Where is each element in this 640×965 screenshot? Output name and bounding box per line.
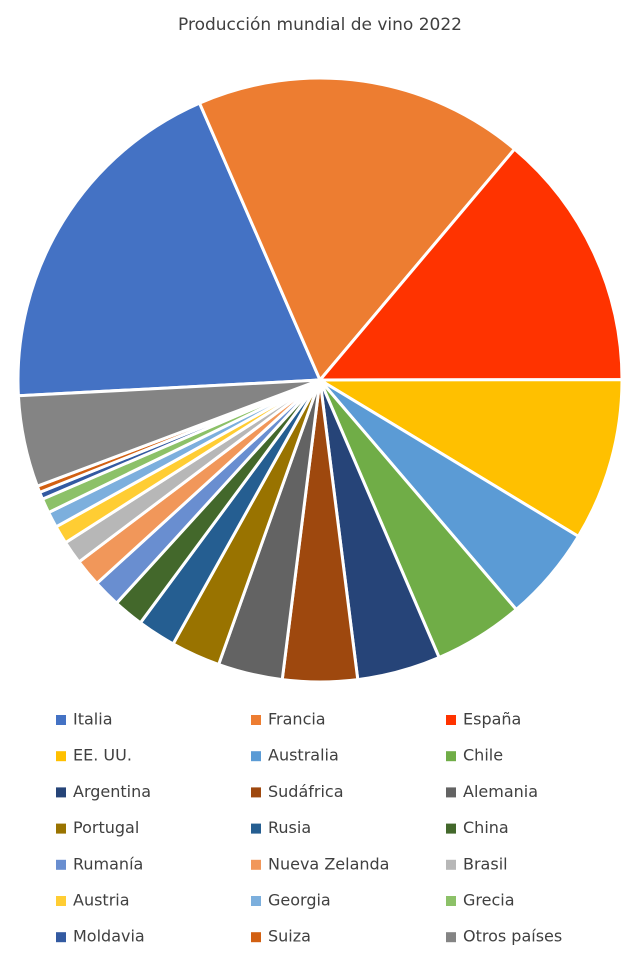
legend-swatch bbox=[251, 823, 261, 834]
legend-swatch bbox=[446, 859, 456, 870]
legend-swatch bbox=[56, 932, 66, 943]
legend-swatch bbox=[56, 715, 66, 725]
legend-swatch bbox=[56, 823, 66, 834]
legend-label: Brasil bbox=[463, 854, 508, 873]
legend-label: Otros países bbox=[463, 927, 562, 946]
legend-swatch bbox=[446, 751, 456, 762]
legend-label: China bbox=[463, 818, 509, 837]
legend-label: Portugal bbox=[73, 818, 139, 837]
legend-swatch bbox=[446, 896, 456, 906]
legend-label: Moldavia bbox=[73, 927, 145, 946]
legend-label: Austria bbox=[73, 891, 130, 910]
legend-label: Sudáfrica bbox=[268, 782, 344, 801]
legend-label: Italia bbox=[73, 710, 113, 729]
legend-label: Rusia bbox=[268, 818, 311, 837]
legend-swatch bbox=[56, 751, 66, 762]
legend-label: Nueva Zelanda bbox=[268, 854, 389, 873]
chart-title: Producción mundial de vino 2022 bbox=[178, 15, 462, 35]
legend-swatch bbox=[56, 896, 66, 906]
legend-label: Grecia bbox=[463, 891, 515, 910]
legend-label: Chile bbox=[463, 746, 503, 765]
pie-slice bbox=[197, 76, 517, 383]
legend-swatch bbox=[251, 896, 261, 906]
legend-label: Francia bbox=[268, 710, 326, 729]
legend-swatch bbox=[251, 787, 261, 798]
legend-label: Alemania bbox=[463, 782, 538, 801]
legend-swatch bbox=[56, 787, 66, 798]
legend-swatch bbox=[251, 859, 261, 870]
legend-label: Georgia bbox=[268, 891, 331, 910]
legend-label: Suiza bbox=[268, 927, 311, 946]
legend-label: Rumanía bbox=[73, 854, 143, 873]
pie-slice bbox=[16, 101, 323, 398]
pie-slice bbox=[16, 378, 321, 489]
legend-swatch bbox=[446, 932, 456, 943]
legend-label: Australia bbox=[268, 746, 339, 765]
legend-swatch bbox=[251, 932, 261, 943]
legend-label: España bbox=[463, 710, 521, 729]
legend-label: Argentina bbox=[73, 782, 151, 801]
legend-swatch bbox=[251, 751, 261, 762]
legend-label: EE. UU. bbox=[73, 746, 132, 765]
legend-swatch bbox=[56, 859, 66, 870]
legend-swatch bbox=[446, 715, 456, 725]
legend-swatch bbox=[446, 823, 456, 834]
legend-swatch bbox=[251, 715, 261, 725]
legend-swatch bbox=[446, 787, 456, 798]
pie-slice bbox=[314, 378, 624, 539]
pie-slice bbox=[316, 146, 624, 382]
